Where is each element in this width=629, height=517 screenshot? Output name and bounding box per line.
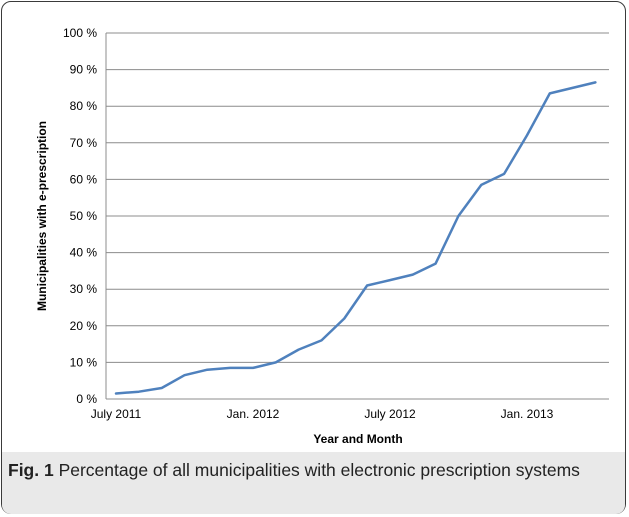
y-tick-label: 40 %	[70, 246, 98, 260]
caption-band	[2, 452, 625, 514]
x-tick-label: Jan. 2012	[227, 407, 280, 421]
y-tick-label: 90 %	[70, 63, 98, 77]
y-tick-label: 30 %	[70, 282, 98, 296]
y-axis-title: Municipalities with e-prescription	[35, 121, 49, 311]
x-tick-label: July 2012	[364, 407, 416, 421]
x-axis-title: Year and Month	[313, 432, 402, 446]
figure-label: Fig. 1	[8, 460, 54, 480]
y-tick-label: 20 %	[70, 319, 98, 333]
caption-text: Percentage of all municipalities with el…	[53, 460, 580, 480]
y-tick-label: 0 %	[76, 392, 97, 406]
y-tick-label: 80 %	[70, 99, 98, 113]
y-tick-label: 10 %	[70, 355, 98, 369]
figure-caption: Fig. 1 Percentage of all municipalities …	[8, 458, 608, 482]
x-tick-label: July 2011	[91, 407, 142, 421]
y-tick-label: 100 %	[63, 26, 97, 40]
gridlines	[106, 32, 609, 363]
x-tick-label: Jan. 2013	[501, 407, 554, 421]
y-tick-label: 50 %	[70, 209, 98, 223]
x-tick-labels: July 2011 Jan. 2012 July 2012 Jan. 2013	[91, 407, 554, 421]
y-tick-label: 70 %	[70, 136, 98, 150]
series-line	[114, 81, 597, 395]
y-tick-labels: 0 % 10 % 20 % 30 % 40 % 50 % 60 % 70 % 80 % 90 % 1…	[63, 26, 97, 406]
y-tick-label: 60 %	[70, 172, 98, 186]
